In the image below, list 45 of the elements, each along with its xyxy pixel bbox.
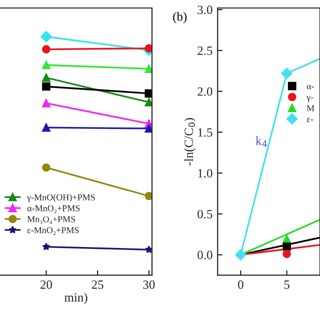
x-tick-label: 20: [40, 280, 52, 289]
y-tick-label: 1.5: [198, 128, 212, 137]
y-tick-label: 1.0: [198, 169, 212, 178]
point: [234, 249, 246, 260]
point: [144, 124, 152, 133]
legend-label: M: [306, 105, 314, 112]
x-axis-title: min): [64, 292, 88, 304]
y-tick-label: 2.0: [198, 87, 212, 96]
point: [42, 242, 50, 250]
legend-label: γ-MnO(OH)+PMS: [27, 194, 95, 202]
legend-label: γ-: [306, 96, 314, 102]
point: [282, 242, 291, 251]
point: [282, 250, 291, 258]
x-tick-label: 30: [143, 280, 155, 289]
x-tick-label: 5: [284, 280, 290, 289]
point: [42, 163, 50, 172]
point: [144, 89, 152, 98]
point: [42, 123, 50, 132]
point: [144, 98, 152, 106]
point: [144, 246, 152, 254]
point: [281, 68, 292, 80]
point: [144, 192, 152, 200]
x-tick-label: 25: [92, 280, 104, 289]
legend-label: α-: [306, 84, 314, 90]
legend-label: Mn₃O₄+PMS: [27, 216, 76, 224]
y-tick-label: 0.0: [198, 250, 212, 260]
point: [40, 31, 52, 42]
legend-label: ε-MnO₂+PMS: [27, 227, 79, 235]
point: [42, 45, 50, 54]
legend-label: ε-: [306, 118, 314, 122]
y-tick-label: 2.5: [198, 46, 212, 56]
point: [282, 234, 291, 243]
point: [42, 82, 50, 91]
point: [42, 73, 50, 82]
point: [144, 44, 152, 52]
y-tick-label: 0.5: [198, 210, 212, 218]
text: (b): [173, 12, 187, 24]
x-tick-label: 0: [238, 280, 244, 289]
y-tick-label: 3.0: [198, 6, 212, 14]
point: [42, 60, 50, 70]
annotation: k$_{4}$: [256, 136, 267, 147]
legend-label: α-MnO₂+PMS: [27, 205, 80, 214]
point: [144, 64, 152, 74]
y-axis-title: -ln(C/C$_{0}$): [184, 118, 196, 166]
point: [42, 99, 50, 108]
